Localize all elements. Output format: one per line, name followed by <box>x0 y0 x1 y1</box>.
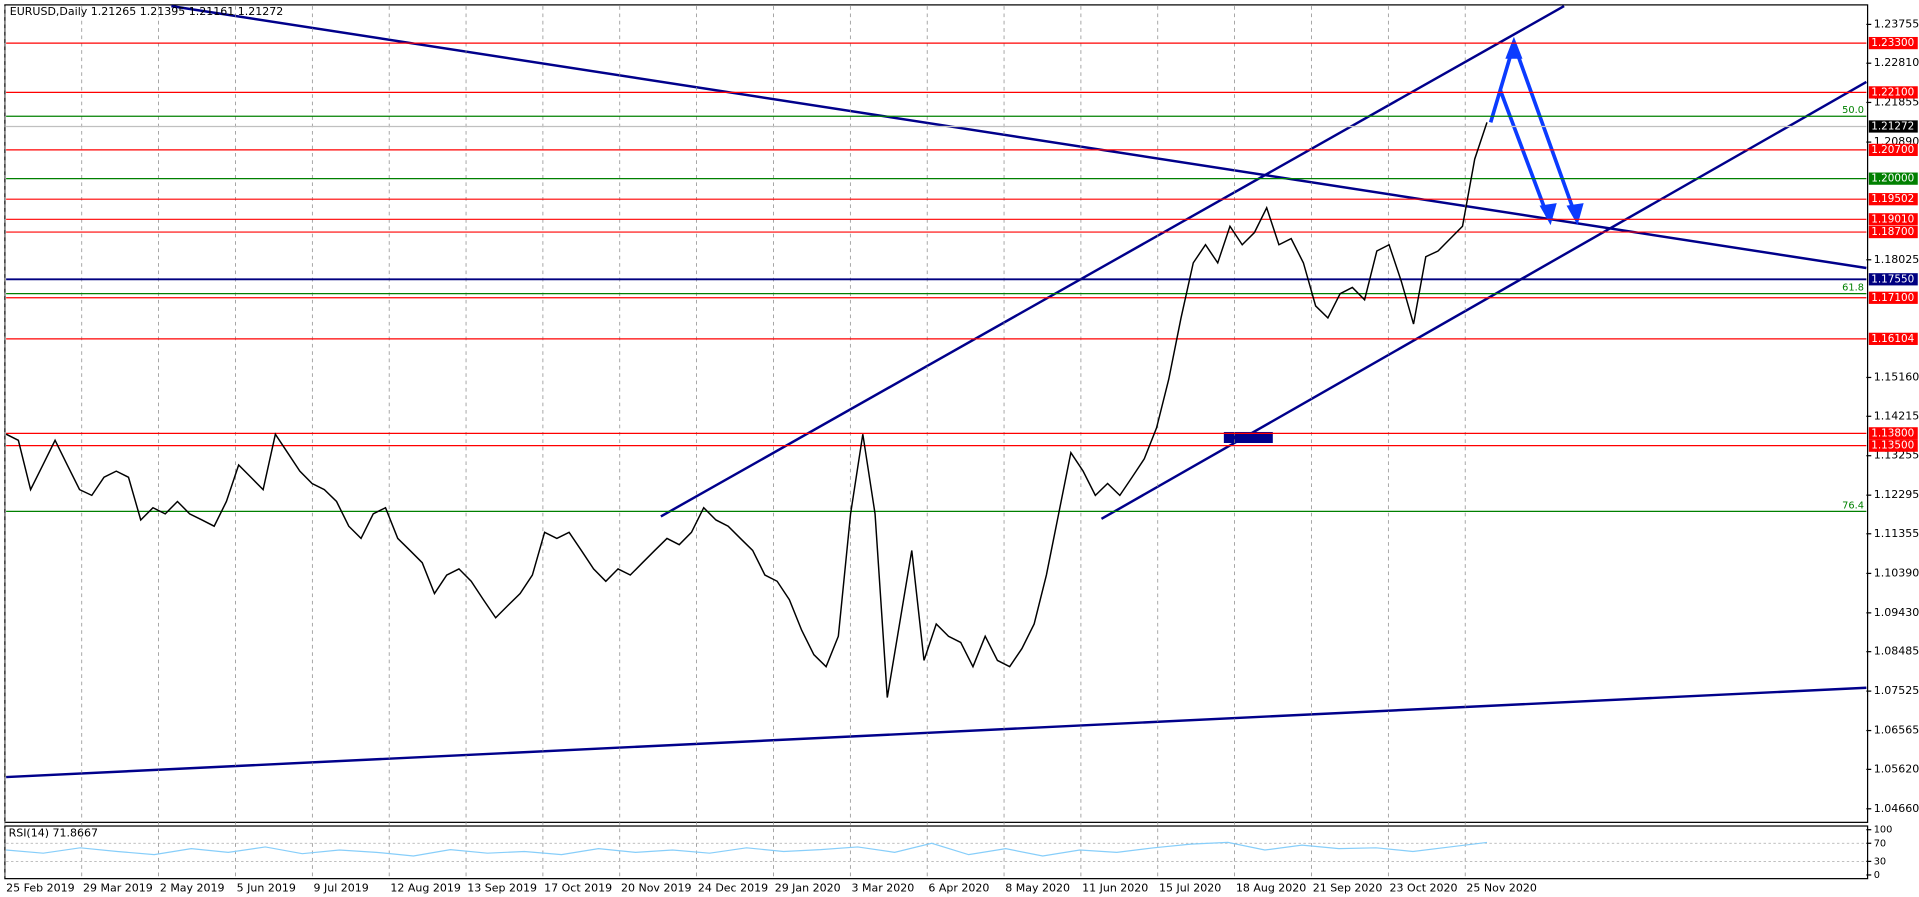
x-tick-label: 5 Jun 2019 <box>237 881 296 894</box>
y-tick-label: 1.14215 <box>1874 409 1919 422</box>
y-tick-label: 1.06565 <box>1874 724 1919 737</box>
y-tick-label: 1.05620 <box>1874 762 1919 775</box>
x-tick-label: 20 Nov 2019 <box>621 881 691 894</box>
y-tick-label: 1.18025 <box>1874 253 1919 266</box>
rsi-tick-label: 100 <box>1874 825 1893 836</box>
y-tick-label: 1.13255 <box>1874 449 1919 462</box>
y-tick-label: 1.15160 <box>1874 370 1919 383</box>
x-tick-label: 21 Sep 2020 <box>1313 881 1383 894</box>
chart-title: EURUSD,Daily 1.21265 1.21395 1.21161 1.2… <box>10 5 283 18</box>
x-tick-label: 3 Mar 2020 <box>852 881 915 894</box>
x-tick-label: 17 Oct 2019 <box>544 881 612 894</box>
y-tick-label: 1.22810 <box>1874 56 1919 69</box>
level-box <box>1868 273 1918 286</box>
level-label: 1.19010 <box>1871 213 1914 225</box>
y-tick-label: 1.21855 <box>1874 95 1919 108</box>
rsi-panel <box>4 825 1869 880</box>
rsi-tick-label: 30 <box>1874 856 1886 867</box>
x-tick-label: 13 Sep 2019 <box>467 881 537 894</box>
main-panel <box>4 4 1869 823</box>
price-line <box>5 122 1488 698</box>
arrow <box>1498 89 1550 219</box>
arrow-head <box>1505 36 1523 59</box>
level-box <box>1868 291 1918 304</box>
level-box <box>1868 427 1918 440</box>
level-label: 1.20700 <box>1871 144 1914 156</box>
level-label: 1.21272 <box>1871 120 1914 132</box>
rsi-tick-label: 70 <box>1874 838 1886 849</box>
fib-label: 61.8 <box>1842 283 1864 294</box>
level-label: 1.22100 <box>1871 86 1914 98</box>
fib-label: 76.4 <box>1842 500 1864 511</box>
x-tick-label: 12 Aug 2019 <box>390 881 460 894</box>
x-tick-label: 23 Oct 2020 <box>1390 881 1458 894</box>
x-tick-label: 2 May 2019 <box>160 881 225 894</box>
fib-label: 50.0 <box>1842 105 1864 116</box>
x-tick-label: 24 Dec 2019 <box>698 881 768 894</box>
level-box <box>1868 439 1918 452</box>
level-label: 1.18700 <box>1871 226 1914 238</box>
x-tick-label: 9 Jul 2019 <box>314 881 369 894</box>
trendline <box>1100 80 1867 520</box>
y-tick-label: 1.04660 <box>1874 802 1919 815</box>
level-box <box>1868 225 1918 239</box>
x-tick-label: 29 Jan 2020 <box>775 881 841 894</box>
x-tick-label: 25 Nov 2020 <box>1466 881 1536 894</box>
y-tick-label: 1.09430 <box>1874 606 1919 619</box>
rsi-line <box>6 841 1488 857</box>
trendline <box>660 5 1565 518</box>
level-box <box>1868 213 1918 226</box>
level-box <box>1868 193 1918 206</box>
rsi-tick-label: 0 <box>1874 870 1880 881</box>
x-tick-label: 15 Jul 2020 <box>1159 881 1221 894</box>
rsi-title: RSI(14) 71.8667 <box>9 826 98 839</box>
level-label: 1.13800 <box>1871 427 1914 439</box>
trendline <box>171 4 1867 270</box>
level-label: 1.13500 <box>1871 440 1914 452</box>
y-tick-label: 1.08485 <box>1874 645 1919 658</box>
level-label: 1.20000 <box>1871 173 1914 185</box>
y-tick-label: 1.11355 <box>1874 527 1919 540</box>
level-box <box>1868 143 1918 157</box>
level-box <box>1868 86 1918 99</box>
arrow-head <box>1566 203 1584 226</box>
level-box <box>1868 120 1918 133</box>
drawings <box>6 4 1867 779</box>
x-tick-label: 25 Feb 2019 <box>6 881 74 894</box>
x-tick-label: 8 May 2020 <box>1005 881 1070 894</box>
level-label: 1.17550 <box>1871 273 1914 285</box>
y-tick-label: 1.07525 <box>1874 684 1919 697</box>
level-label: 1.23300 <box>1871 37 1914 49</box>
level-box <box>1868 172 1918 185</box>
level-box <box>1868 36 1918 50</box>
level-label: 1.19502 <box>1871 193 1914 205</box>
zone-box <box>1223 431 1273 443</box>
level-box <box>1868 332 1918 345</box>
level-label: 1.16104 <box>1871 333 1914 345</box>
arrow <box>1488 38 1579 219</box>
x-tick-label: 6 Apr 2020 <box>928 881 989 894</box>
x-tick-label: 11 Jun 2020 <box>1082 881 1148 894</box>
y-tick-label: 1.10390 <box>1874 566 1919 579</box>
arrow-head <box>1539 203 1557 226</box>
trendline <box>6 686 1867 779</box>
x-tick-label: 18 Aug 2020 <box>1236 881 1306 894</box>
y-tick-label: 1.23755 <box>1874 17 1919 30</box>
level-label: 1.17100 <box>1871 292 1914 304</box>
y-tick-label: 1.12295 <box>1874 488 1919 501</box>
x-tick-label: 29 Mar 2019 <box>83 881 153 894</box>
